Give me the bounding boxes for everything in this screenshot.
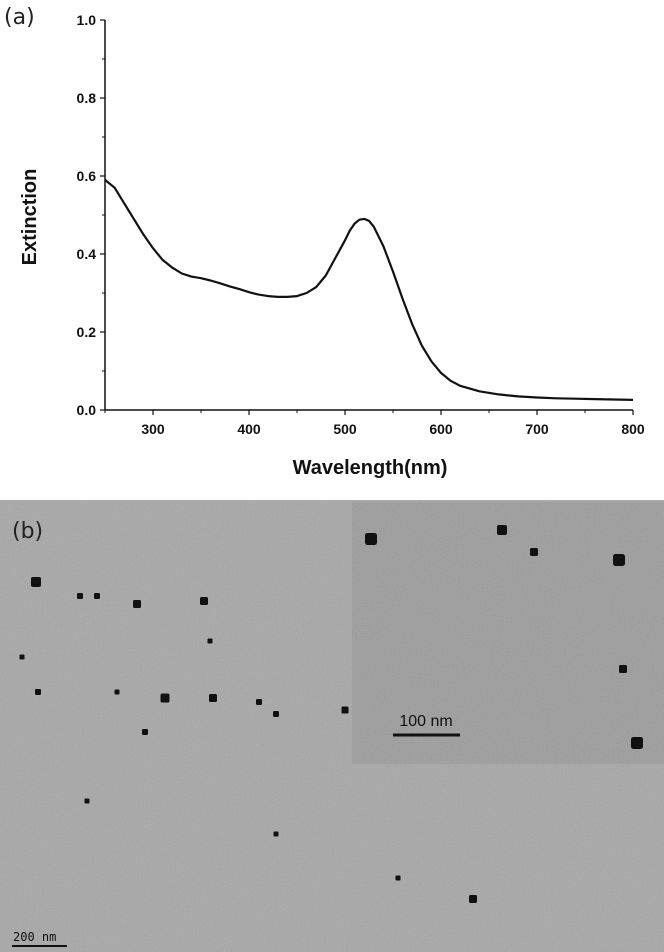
nanoparticle — [273, 711, 279, 717]
tem-inset-background — [352, 502, 664, 764]
nanoparticle — [469, 895, 477, 903]
nanoparticle — [84, 798, 90, 804]
nanoparticle — [631, 737, 643, 749]
extinction-spectrum-line — [104, 179, 634, 401]
main-scale-bar-label: 200 nm — [13, 930, 56, 944]
nanoparticle — [207, 638, 213, 644]
y-tick-label: 1.0 — [77, 12, 97, 28]
y-tick-label: 0.4 — [77, 246, 97, 262]
extinction-chart: (a) 300 400 500 600 700 800 0.0 0.2 0.4 0.6 0.8 1.… — [4, 5, 645, 479]
nanoparticle — [142, 729, 148, 735]
inset-scale-bar-label: 100 nm — [399, 713, 452, 730]
nanoparticle — [365, 533, 377, 545]
x-tick-label: 800 — [621, 421, 645, 437]
nanoparticle — [497, 525, 507, 535]
x-tick-label: 300 — [141, 421, 165, 437]
y-tick-label: 0.0 — [77, 402, 97, 418]
x-axis-ticks: 300 400 500 600 700 800 — [104, 410, 645, 437]
chart-series-layer — [104, 179, 634, 401]
nanoparticles-layer — [19, 525, 643, 903]
nanoparticle — [94, 593, 100, 599]
nanoparticle — [114, 689, 120, 695]
nanoparticle — [35, 689, 41, 695]
nanoparticle — [619, 665, 627, 673]
nanoparticle — [341, 706, 349, 714]
x-tick-label: 600 — [429, 421, 453, 437]
nanoparticle — [530, 548, 538, 556]
nanoparticle — [256, 699, 262, 705]
nanoparticle — [395, 875, 401, 881]
nanoparticle — [133, 600, 141, 608]
nanoparticle — [19, 654, 25, 660]
x-tick-label: 500 — [333, 421, 357, 437]
tem-image-panel: (b) 100 nm 200 nm — [0, 500, 664, 952]
nanoparticle — [613, 554, 625, 566]
nanoparticle — [160, 693, 170, 703]
x-tick-label: 700 — [525, 421, 549, 437]
y-tick-label: 0.8 — [77, 90, 97, 106]
panel-b-label: (b) — [12, 519, 43, 544]
x-tick-label: 400 — [237, 421, 261, 437]
panel-a-label: (a) — [4, 5, 35, 30]
chart-axes — [104, 20, 633, 411]
y-tick-label: 0.6 — [77, 168, 97, 184]
nanoparticle — [200, 597, 208, 605]
nanoparticle — [209, 694, 217, 702]
y-axis-title: Extinction — [19, 169, 41, 266]
nanoparticle — [31, 577, 41, 587]
nanoparticle — [77, 593, 83, 599]
y-tick-label: 0.2 — [77, 324, 97, 340]
x-axis-title: Wavelength(nm) — [293, 457, 448, 479]
nanoparticle — [273, 831, 279, 837]
y-axis-ticks: 0.0 0.2 0.4 0.6 0.8 1.0 — [77, 12, 105, 418]
